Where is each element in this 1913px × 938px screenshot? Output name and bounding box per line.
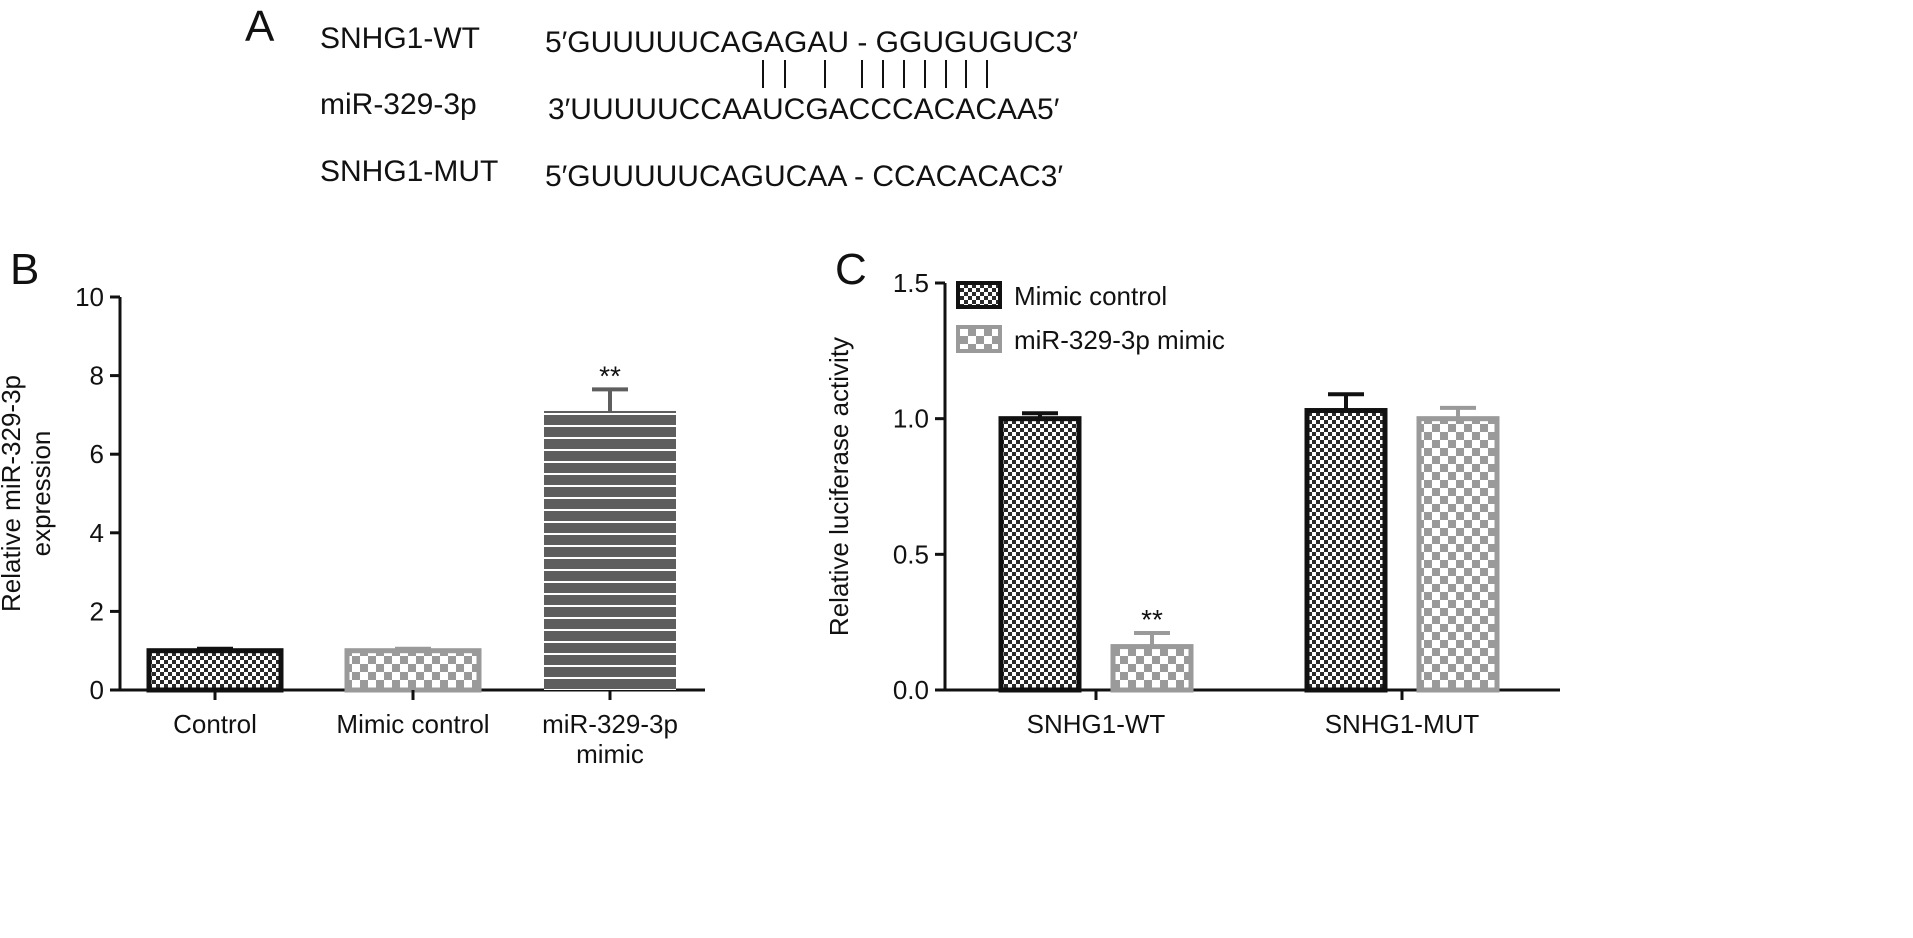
chart-c-legend-label-1: miR-329-3p mimic (1014, 325, 1225, 355)
chart-c-ytick-label-1: 0.5 (893, 539, 929, 569)
panel-c-letter: C (835, 245, 867, 294)
wt-label: SNHG1-WT (320, 22, 480, 55)
chart-c-ylabel-0: Relative luciferase activity (824, 337, 854, 636)
chart-c-bar-0-1 (1110, 644, 1194, 693)
chart-b-xtick-label-1-0: Mimic control (336, 709, 489, 739)
panel-b-letter: B (10, 245, 40, 294)
chart-b-ytick-label-5: 10 (75, 282, 104, 312)
chart-b-ytick-label-4: 8 (90, 361, 104, 391)
chart-b-ytick-label-1: 2 (90, 596, 104, 626)
wt-sequence: 5′GUUUUUCAGAGAU - GGUGUGUC3′ (545, 26, 1078, 59)
chart-c-ytick-label-2: 1.0 (893, 404, 929, 434)
chart-b-xtick-label-0-0: Control (173, 709, 257, 739)
chart-c-bar-1-0 (1304, 408, 1388, 693)
chart-c-ytick-label-3: 1.5 (893, 268, 929, 298)
chart-b-bar-0 (146, 648, 284, 693)
panel-a-letter: A (245, 2, 275, 51)
chart-c-bar-1-1 (1416, 416, 1500, 693)
chart-c-xtick-label-0: SNHG1-WT (1027, 709, 1166, 739)
chart-c-legend-swatch-0 (956, 281, 1002, 309)
chart-c: 0.0 0.5 1.0 1.5 Relative luciferase activity… (824, 268, 1560, 739)
chart-c-legend-label-0: Mimic control (1014, 281, 1167, 311)
chart-b-ytick-label-2: 4 (90, 518, 104, 548)
chart-c-ytick-label-0: 0.0 (893, 675, 929, 705)
chart-c-bar-0-1-significance: ** (1141, 604, 1163, 635)
chart-c-bar-0-0 (998, 416, 1082, 693)
chart-b: 0 2 4 6 8 10 Relative miR-329-3p expression Cont… (0, 282, 705, 769)
chart-b-xtick-label-2-0: miR-329-3p (542, 709, 678, 739)
chart-b-ylabel-1: expression (26, 431, 56, 557)
chart-b-bar-2 (544, 410, 676, 690)
mut-label: SNHG1-MUT (320, 155, 499, 188)
chart-b-ytick-label-0: 0 (90, 675, 104, 705)
chart-b-bar-1 (344, 648, 482, 693)
mut-sequence: 5′GUUUUUCAGUCAA - CCACACAC3′ (545, 160, 1063, 193)
chart-b-ytick-label-3: 6 (90, 439, 104, 469)
mirna-label: miR-329-3p (320, 88, 477, 121)
chart-c-legend-swatch-1 (956, 325, 1002, 353)
chart-b-bar-2-significance: ** (599, 360, 621, 391)
chart-b-ylabel-0: Relative miR-329-3p (0, 375, 26, 612)
mirna-sequence: 3′UUUUUCCAAUCGACCCACACAA5′ (548, 93, 1060, 126)
chart-b-xtick-label-2-1: mimic (576, 739, 644, 769)
chart-c-xtick-label-1: SNHG1-MUT (1325, 709, 1480, 739)
